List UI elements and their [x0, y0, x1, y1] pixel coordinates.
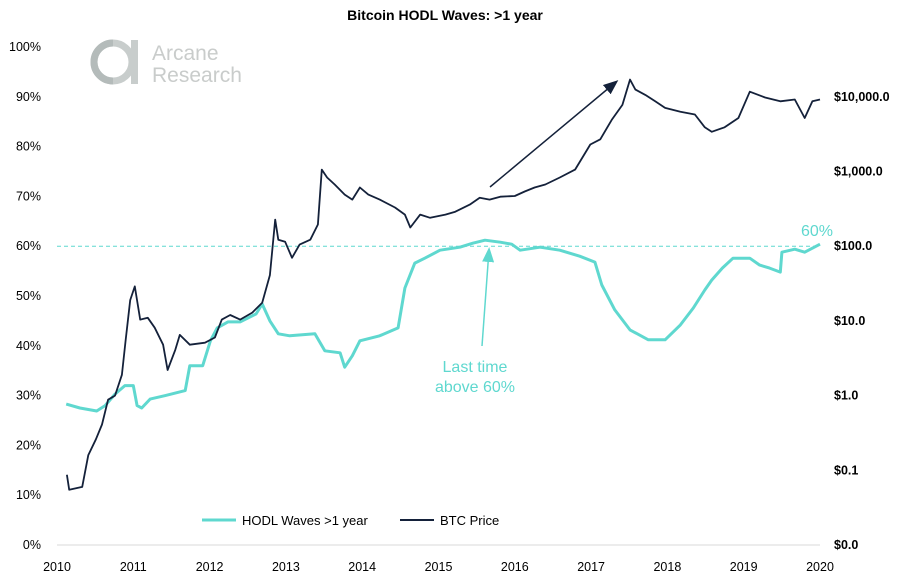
right-tick-label: $10,000.0: [834, 90, 890, 104]
right-tick-label: $1,000.0: [834, 165, 883, 179]
x-tick-label: 2015: [425, 560, 453, 574]
x-tick-label: 2017: [577, 560, 605, 574]
hodl-waves-line: [65, 238, 821, 413]
arcane-research-logo: Arcane Research: [90, 39, 242, 87]
svg-text:Arcane: Arcane: [152, 42, 219, 65]
left-tick-label: 100%: [9, 40, 41, 54]
left-tick-label: 70%: [16, 189, 41, 203]
annotation-line-1: Last time: [443, 359, 508, 376]
x-tick-label: 2011: [120, 560, 147, 574]
left-tick-label: 20%: [16, 438, 41, 452]
legend: HODL Waves >1 year BTC Price: [202, 513, 499, 528]
right-tick-label: $10.0: [834, 314, 865, 328]
left-tick-label: 90%: [16, 90, 41, 104]
left-tick-label: 30%: [16, 389, 41, 403]
chart-title: Bitcoin HODL Waves: >1 year: [347, 7, 543, 23]
x-tick-label: 2018: [653, 560, 681, 574]
annotation-line-2: above 60%: [435, 379, 515, 396]
left-axis: 0% 10% 20% 30% 40% 50% 60% 70% 80% 90% 100%: [9, 40, 41, 552]
x-tick-label: 2013: [272, 560, 300, 574]
x-tick-label: 2016: [501, 560, 529, 574]
reference-line-label: 60%: [801, 223, 833, 240]
svg-text:Research: Research: [152, 64, 242, 87]
x-tick-label: 2019: [730, 560, 758, 574]
btc-price-line: [66, 78, 821, 491]
x-tick-label: 2010: [43, 560, 71, 574]
x-axis: 2010 2011 2012 2013 2014 2015 2016 2017 2018 2019…: [43, 560, 834, 574]
right-tick-label: $0.1: [834, 463, 858, 477]
right-tick-label: $1.0: [834, 389, 858, 403]
right-tick-label: $100.0: [834, 239, 872, 253]
x-tick-label: 2012: [196, 560, 224, 574]
trend-arrow: [489, 80, 619, 188]
left-tick-label: 10%: [16, 488, 41, 502]
left-tick-label: 0%: [23, 538, 41, 552]
left-tick-label: 40%: [16, 339, 41, 353]
right-axis: $0.0 $0.1 $1.0 $10.0 $100.0 $1,000.0 $10,000.0: [834, 90, 890, 552]
left-tick-label: 60%: [16, 239, 41, 253]
last-time-arrow: [481, 247, 495, 347]
x-tick-label: 2014: [348, 560, 376, 574]
left-tick-label: 80%: [16, 140, 41, 154]
legend-label-btc: BTC Price: [440, 513, 499, 528]
left-tick-label: 50%: [16, 289, 41, 303]
x-tick-label: 2020: [806, 560, 834, 574]
right-tick-label: $0.0: [834, 538, 858, 552]
legend-label-hodl: HODL Waves >1 year: [242, 513, 369, 528]
